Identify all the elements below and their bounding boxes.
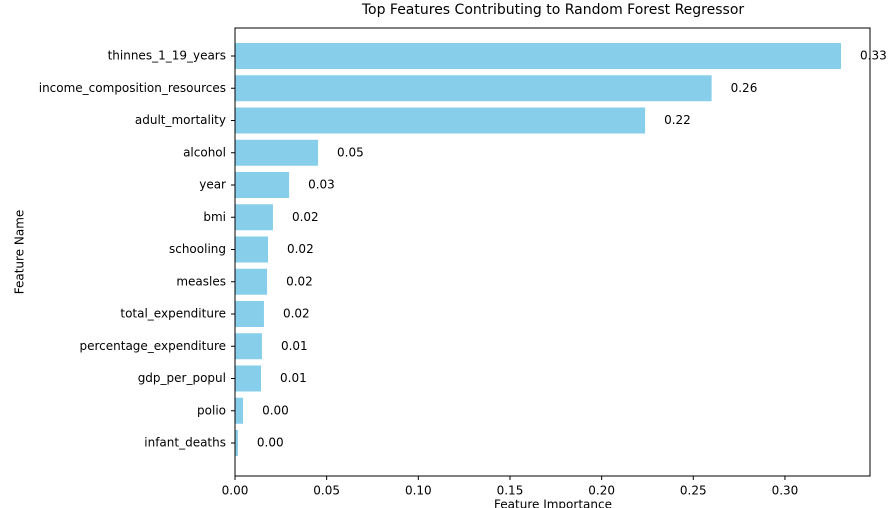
value-label: 0.01: [281, 339, 308, 353]
y-tick-label: total_expenditure: [120, 307, 226, 321]
plot-frame: [234, 27, 871, 477]
bar: [235, 301, 264, 327]
value-label: 0.02: [292, 210, 319, 224]
y-tick-label: bmi: [203, 210, 226, 224]
y-tick-label: thinnes_1_19_years: [108, 49, 226, 63]
bar: [235, 268, 268, 295]
y-tick-label: income_composition_resources: [39, 81, 226, 95]
y-axis-label: Feature Name: [13, 210, 27, 295]
y-tick-label: adult_mortality: [135, 113, 226, 127]
bar: [235, 107, 646, 134]
bar: [235, 236, 268, 263]
value-label: 0.26: [731, 81, 758, 95]
bar: [235, 430, 238, 456]
x-tick-label: 0.20: [588, 484, 615, 498]
value-label: 0.02: [283, 307, 310, 321]
y-tick-label: gdp_per_popul: [138, 371, 226, 385]
bar: [235, 43, 842, 69]
bar: [235, 333, 262, 360]
x-tick-label: 0.05: [313, 484, 340, 498]
value-label: 0.03: [308, 178, 335, 192]
value-label: 0.01: [280, 371, 307, 385]
y-tick-label: year: [199, 178, 226, 192]
bar: [235, 139, 319, 166]
y-tick-label: percentage_expenditure: [79, 339, 226, 353]
x-tick-label: 0.15: [497, 484, 524, 498]
x-axis-label: Feature Importance: [494, 498, 612, 508]
value-label: 0.22: [664, 113, 691, 127]
value-label: 0.00: [262, 403, 289, 417]
bar: [235, 397, 244, 424]
bar: [235, 75, 712, 102]
value-label: 0.05: [337, 145, 364, 159]
y-tick-label: polio: [197, 403, 226, 417]
value-label: 0.02: [287, 242, 314, 256]
value-label: 0.00: [257, 436, 284, 450]
y-tick-label: schooling: [169, 242, 226, 256]
y-tick-label: infant_deaths: [144, 436, 226, 450]
y-tick-label: alcohol: [183, 145, 226, 159]
x-tick-label: 0.10: [405, 484, 432, 498]
value-label: 0.02: [286, 274, 313, 288]
x-tick-label: 0.30: [772, 484, 799, 498]
bar: [235, 365, 262, 392]
bar: [235, 204, 273, 231]
bar: [235, 172, 290, 198]
y-tick-label: measles: [176, 274, 226, 288]
value-label: 0.33: [860, 49, 887, 63]
x-tick-label: 0.25: [680, 484, 707, 498]
x-tick-label: 0.00: [222, 484, 249, 498]
chart-title: Top Features Contributing to Random Fore…: [361, 2, 745, 18]
